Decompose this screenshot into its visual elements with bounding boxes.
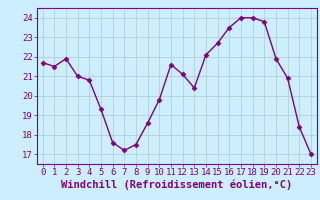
X-axis label: Windchill (Refroidissement éolien,°C): Windchill (Refroidissement éolien,°C)	[61, 180, 292, 190]
